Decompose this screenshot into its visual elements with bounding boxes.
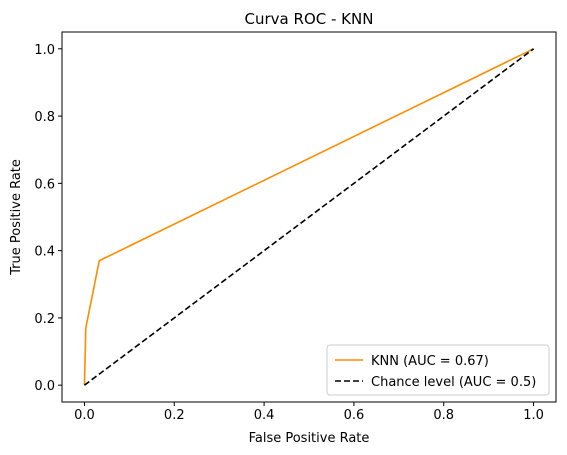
x-tick-label: 1.0 [523, 408, 544, 423]
x-tick-label: 0.8 [433, 408, 454, 423]
x-axis-label: False Positive Rate [249, 431, 370, 446]
legend-label: Chance level (AUC = 0.5) [371, 375, 536, 390]
y-tick-label: 0.8 [34, 110, 55, 125]
chart-title: Curva ROC - KNN [245, 10, 374, 28]
x-tick-label: 0.0 [74, 408, 95, 423]
legend-label: KNN (AUC = 0.67) [371, 354, 489, 369]
y-tick-label: 1.0 [34, 43, 55, 58]
y-tick-label: 0.0 [34, 379, 55, 394]
x-tick-label: 0.2 [164, 408, 185, 423]
y-tick-label: 0.2 [34, 312, 55, 327]
y-tick-label: 0.6 [34, 177, 55, 192]
y-tick-label: 0.4 [34, 245, 55, 260]
legend: KNN (AUC = 0.67) Chance level (AUC = 0.5) [327, 345, 549, 395]
x-tick-label: 0.4 [254, 408, 275, 423]
x-tick-label: 0.6 [344, 408, 365, 423]
y-axis-label: True Positive Rate [9, 159, 24, 276]
